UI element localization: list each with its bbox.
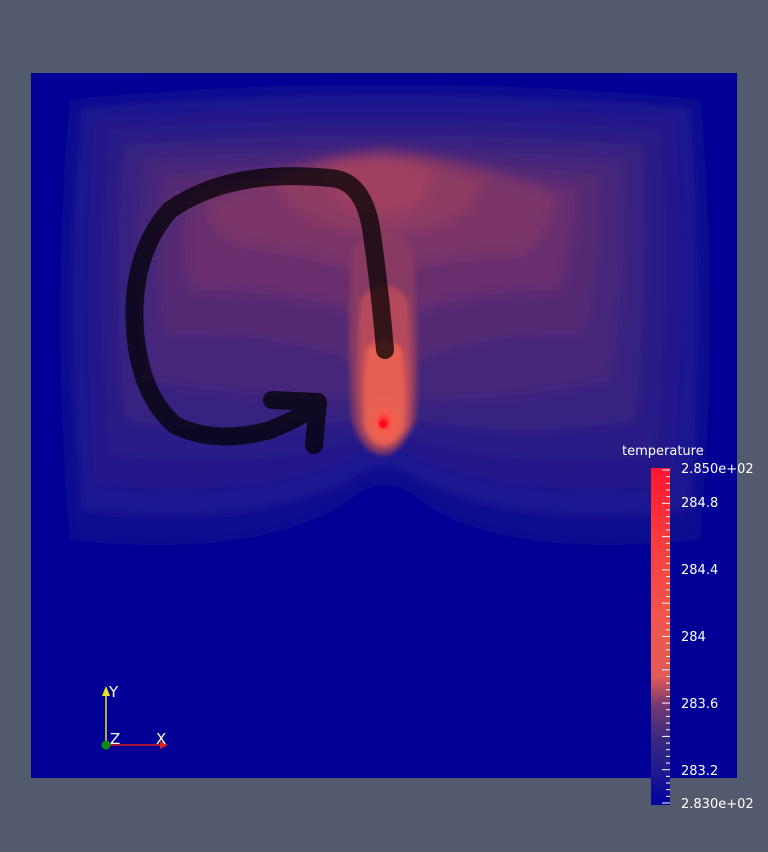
colorbar-tick-label: 283.6 bbox=[681, 697, 719, 712]
colorbar-title: temperature bbox=[622, 444, 704, 459]
colorbar-tick-label: 284 bbox=[681, 630, 706, 645]
x-axis-arrowhead bbox=[160, 741, 168, 749]
annotation-arrow bbox=[125, 167, 394, 454]
colorbar-max-label: 2.850e+02 bbox=[681, 462, 754, 477]
colorbar-ticks bbox=[662, 469, 670, 804]
temperature-field bbox=[31, 73, 737, 778]
x-axis-label: X bbox=[156, 730, 167, 748]
orientation-axes bbox=[101, 686, 168, 750]
z-axis-dot bbox=[101, 740, 111, 750]
colorbar-min-label: 2.830e+02 bbox=[681, 797, 754, 812]
colorbar-tick-label: 284.8 bbox=[681, 496, 719, 511]
colorbar-tick-label: 284.4 bbox=[681, 563, 719, 578]
colorbar-gradient bbox=[651, 468, 670, 805]
z-axis-label: Z bbox=[110, 730, 121, 748]
y-axis-label: Y bbox=[109, 683, 119, 701]
colorbar[interactable] bbox=[651, 468, 670, 805]
colorbar-tick-label: 283.2 bbox=[681, 764, 719, 779]
y-axis-arrowhead bbox=[102, 686, 110, 696]
